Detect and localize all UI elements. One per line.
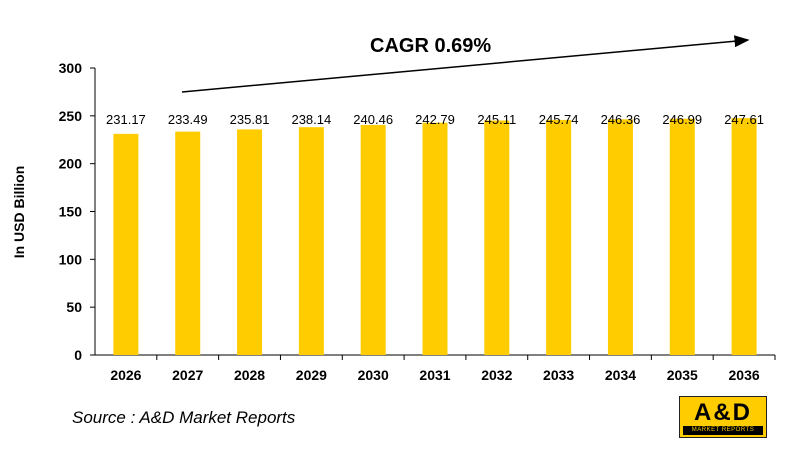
x-tick-label: 2028 — [234, 367, 265, 383]
data-label: 246.36 — [601, 112, 641, 127]
data-label: 231.17 — [106, 112, 146, 127]
cagr-annotation: CAGR 0.69% — [370, 35, 491, 57]
x-tick-label: 2034 — [605, 367, 636, 383]
data-label: 245.74 — [539, 112, 579, 127]
data-label: 240.46 — [353, 112, 393, 127]
data-labels-group: 231.17 233.49 235.81 238.14 240.46 242.79 245.… — [106, 112, 764, 127]
bars-group — [113, 118, 757, 356]
bar — [731, 118, 757, 355]
y-tick-label: 300 — [59, 60, 83, 76]
logo-subtitle: MARKET REPORTS — [683, 426, 763, 435]
bar — [422, 122, 448, 356]
data-label: 233.49 — [168, 112, 208, 127]
data-label: 245.11 — [477, 112, 516, 127]
y-axis-label: In USD Billion — [11, 166, 27, 259]
x-tick-label: 2036 — [729, 367, 760, 383]
x-tick-label: 2030 — [358, 367, 389, 383]
data-label: 247.61 — [724, 112, 764, 127]
bar — [607, 119, 633, 355]
bar — [113, 133, 139, 355]
bar — [546, 119, 572, 356]
bar — [175, 131, 201, 355]
y-tick-label: 50 — [66, 299, 82, 315]
brand-logo: A&D MARKET REPORTS — [679, 396, 767, 438]
x-tick-label: 2027 — [172, 367, 203, 383]
x-tick-label: 2033 — [543, 367, 574, 383]
data-label: 238.14 — [291, 112, 331, 127]
y-tick-label: 150 — [59, 204, 83, 220]
cagr-arrow — [181, 35, 750, 93]
x-tick-label: 2029 — [296, 367, 327, 383]
x-tick-label: 2031 — [419, 367, 450, 383]
y-axis-ticks: 0 50 100 150 200 250 300 — [59, 60, 95, 363]
y-tick-label: 250 — [59, 108, 83, 124]
x-axis-ticks: 2026 2027 2028 2029 2030 2031 2032 2033 2034 2035… — [110, 355, 776, 383]
x-tick-label: 2026 — [110, 367, 141, 383]
source-note: Source : A&D Market Reports — [72, 408, 296, 427]
bar — [360, 124, 386, 355]
x-tick-label: 2035 — [667, 367, 698, 383]
bar — [669, 118, 695, 356]
logo-mark: A&D — [694, 399, 752, 426]
y-tick-label: 0 — [74, 347, 82, 363]
data-label: 235.81 — [230, 112, 270, 127]
data-label: 242.79 — [415, 112, 455, 127]
bar — [484, 120, 510, 355]
y-tick-label: 100 — [59, 251, 83, 267]
bar — [298, 127, 324, 355]
x-tick-label: 2032 — [481, 367, 512, 383]
bar — [237, 129, 263, 355]
data-label: 246.99 — [662, 112, 702, 127]
y-tick-label: 200 — [59, 156, 83, 172]
